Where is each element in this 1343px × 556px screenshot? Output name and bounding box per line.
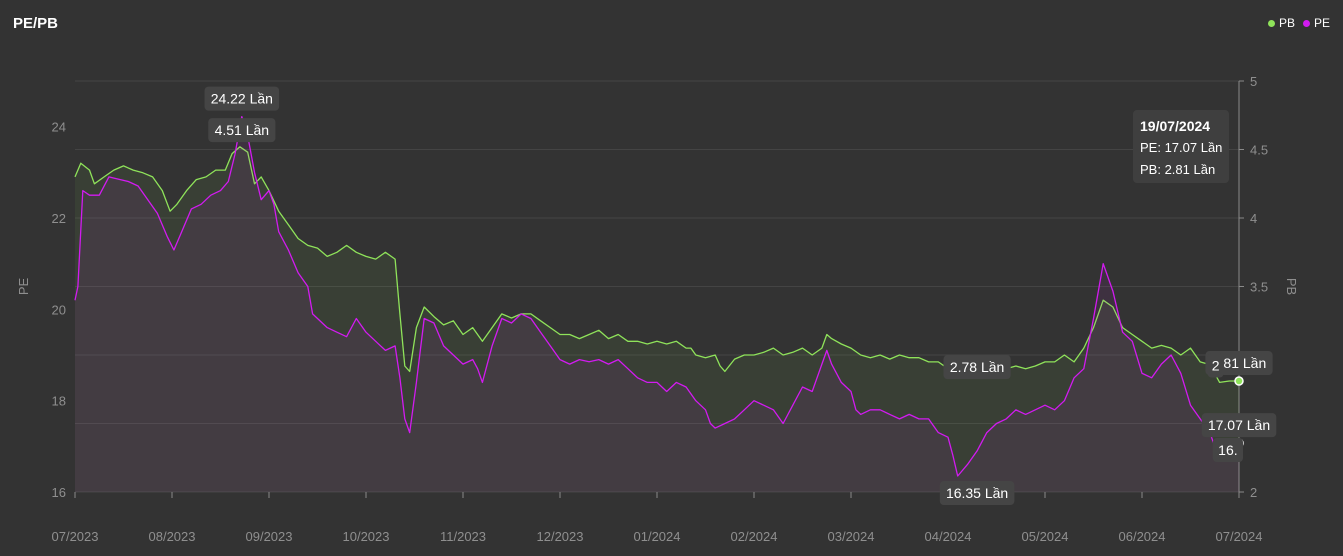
- series-area-pb: [75, 146, 1239, 493]
- x-tick: 12/2023: [537, 529, 584, 544]
- legend-item-pe[interactable]: PE: [1302, 16, 1330, 30]
- data-label-text: 16.35 Lần: [946, 485, 1008, 501]
- data-label-text: 2: [1212, 358, 1220, 374]
- x-tick: 07/2023: [52, 529, 99, 544]
- chart-title: PE/PB: [13, 15, 59, 32]
- x-tick: 09/2023: [246, 529, 293, 544]
- data-label-bg: [208, 118, 276, 143]
- tooltip-pe: PE: 17.07 Lần: [1140, 140, 1223, 155]
- legend-item-pb[interactable]: PB: [1267, 16, 1295, 30]
- y-right-tick: 4.5: [1250, 143, 1268, 158]
- tooltip: 19/07/2024 PE: 17.07 Lần PB: 2.81 Lần: [1133, 110, 1229, 183]
- x-tick: 05/2024: [1022, 529, 1069, 544]
- data-label-bg: [1212, 438, 1243, 463]
- x-tick: 11/2023: [440, 529, 486, 544]
- data-label-text: 17.07 Lần: [1208, 417, 1270, 433]
- y-left-tick: 24: [52, 120, 66, 135]
- x-tick: 02/2024: [731, 529, 778, 544]
- tooltip-pb: PB: 2.81 Lần: [1140, 162, 1216, 177]
- data-label: 24.22 Lần: [204, 86, 280, 111]
- data-label: 2.78 Lần: [943, 355, 1011, 380]
- data-label-bg: [204, 86, 280, 111]
- end-marker-pb: [1234, 376, 1244, 386]
- x-tick: 01/2024: [634, 529, 681, 544]
- data-label-text: 16.: [1218, 442, 1237, 458]
- x-tick: 04/2024: [925, 529, 972, 544]
- x-tick: 03/2024: [828, 529, 875, 544]
- y-right-tick: 4: [1250, 211, 1257, 226]
- y-left-tick: 18: [52, 394, 66, 409]
- y-left-tick: 16: [52, 485, 66, 500]
- y-right-tick: 3.5: [1250, 280, 1268, 295]
- legend-label-pe: PE: [1313, 16, 1330, 30]
- data-label: 16.35 Lần: [939, 481, 1015, 506]
- data-label: 2: [1207, 353, 1224, 378]
- data-label-text: 24.22 Lần: [211, 91, 273, 107]
- series-area-pe: [75, 116, 1239, 492]
- x-tick: 06/2024: [1119, 529, 1166, 544]
- data-label-text: 2.78 Lần: [950, 359, 1005, 375]
- data-label-text: 4.51 Lần: [215, 122, 270, 138]
- legend: PB PE: [1267, 16, 1330, 30]
- series-line-pe: [74, 115, 1240, 477]
- data-label: 4.51 Lần: [208, 118, 276, 143]
- x-tick: 08/2023: [149, 529, 196, 544]
- tooltip-date: 19/07/2024: [1140, 118, 1211, 134]
- legend-dot-pb: [1267, 19, 1275, 27]
- y-left-tick: 20: [52, 302, 66, 317]
- y-right-tick: 5: [1250, 74, 1257, 89]
- y-right-axis-title: PB: [1284, 278, 1299, 295]
- x-tick: 07/2024: [1216, 529, 1263, 544]
- data-label-text: 2.81 Lần: [1212, 355, 1267, 371]
- data-label-bg: [1207, 353, 1224, 378]
- data-label-bg: [1201, 413, 1277, 438]
- data-label: 17.07 Lần: [1201, 413, 1277, 438]
- y-right-tick: 2: [1250, 485, 1257, 500]
- y-left-axis-title: PE: [16, 278, 31, 296]
- data-label-bg: [939, 481, 1015, 506]
- y-left-tick: 22: [52, 211, 66, 226]
- legend-dot-pe: [1302, 19, 1310, 27]
- legend-label-pb: PB: [1278, 16, 1295, 30]
- data-label: 16.: [1212, 438, 1243, 463]
- data-label-bg: [943, 355, 1011, 380]
- x-tick: 10/2023: [343, 529, 390, 544]
